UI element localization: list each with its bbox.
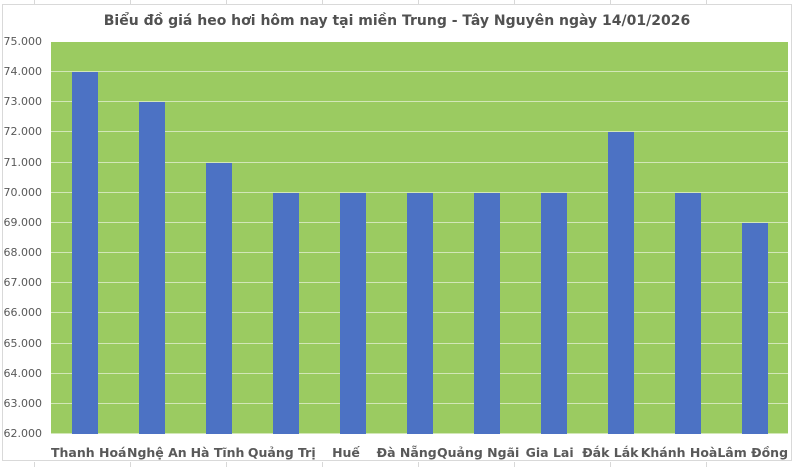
x-category-label: Khánh Hoà (640, 445, 718, 460)
x-category-label: Gia Lai (525, 445, 574, 460)
bar (339, 192, 366, 434)
y-tick-label: 70.000 (3, 185, 43, 199)
y-tick-label: 65.000 (3, 336, 43, 350)
bar-cell (721, 42, 788, 434)
gridline (51, 101, 788, 103)
y-tick-label: 66.000 (3, 306, 43, 320)
x-axis-labels: Thanh Hoá Nghệ An Hà Tĩnh Quảng Trị Huế Đà Nẵ… (51, 445, 788, 460)
y-tick-label: 69.000 (3, 215, 43, 229)
gridline (51, 71, 788, 73)
bar (607, 132, 634, 434)
bar-cell (252, 42, 319, 434)
spreadsheet-cells-top (0, 0, 800, 4)
bar (71, 72, 98, 434)
bar-cell (386, 42, 453, 434)
y-tick-label: 64.000 (3, 366, 43, 380)
y-tick-label: 62.000 (3, 427, 43, 440)
bar-cell (453, 42, 520, 434)
y-axis: 75.000 74.000 73.000 72.000 71.000 70.000 69.0… (3, 35, 43, 440)
x-category-label: Quảng Trị (247, 445, 316, 460)
x-category-label: Nghệ An (126, 445, 187, 460)
bar-cell (654, 42, 721, 434)
bar (473, 192, 500, 434)
x-category-label: Thanh Hoá (51, 445, 127, 460)
bar-cell (520, 42, 587, 434)
x-category-label: Lâm Đồng (717, 445, 789, 460)
bar (741, 222, 768, 434)
y-tick-label: 68.000 (3, 246, 43, 260)
y-tick-label: 71.000 (3, 155, 43, 169)
x-category-label: Đắk Lắk (582, 445, 639, 460)
chart-container: Biểu đồ giá heo hơi hôm nay tại miền Tru… (2, 4, 792, 461)
gridline (51, 191, 788, 193)
bar-cell (185, 42, 252, 434)
chart-title: Biểu đồ giá heo hơi hôm nay tại miền Tru… (103, 13, 691, 29)
x-category-label: Huế (332, 445, 360, 460)
bar (540, 192, 567, 434)
y-tick-label: 74.000 (3, 65, 43, 79)
y-tick-label: 75.000 (3, 35, 43, 48)
gridline (51, 161, 788, 163)
x-category-label: Quảng Ngãi (437, 445, 520, 460)
bar (406, 192, 433, 434)
bar (674, 192, 701, 434)
y-tick-label: 73.000 (3, 95, 43, 109)
x-category-label: Đà Nẵng (376, 445, 437, 460)
y-tick-label: 67.000 (3, 276, 43, 290)
bar (205, 162, 232, 434)
gridline (51, 131, 788, 133)
bar-cell (587, 42, 654, 434)
bar-cell (319, 42, 386, 434)
bar-cell (51, 42, 118, 434)
spreadsheet-cells-bottom (0, 462, 800, 467)
plot-area (51, 41, 788, 434)
y-tick-label: 72.000 (3, 125, 43, 139)
bar-cell (118, 42, 185, 434)
bars (51, 42, 788, 434)
y-tick-label: 63.000 (3, 396, 43, 410)
bar (138, 102, 165, 434)
x-category-label: Hà Tĩnh (190, 445, 245, 460)
bar (272, 192, 299, 434)
gridline (51, 41, 788, 42)
